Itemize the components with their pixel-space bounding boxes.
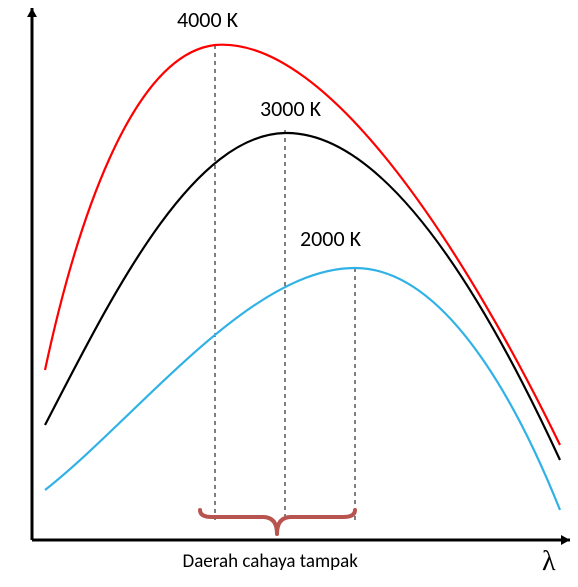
curve-label-3000k: 3000 K <box>260 95 321 122</box>
x-axis-symbol: λ <box>542 546 556 578</box>
curve-label-2000k: 2000 K <box>300 225 361 252</box>
blackbody-chart <box>0 0 578 587</box>
curve-label-4000k: 4000 K <box>177 6 238 33</box>
visible-light-caption: Daerah cahaya tampak <box>183 550 358 573</box>
